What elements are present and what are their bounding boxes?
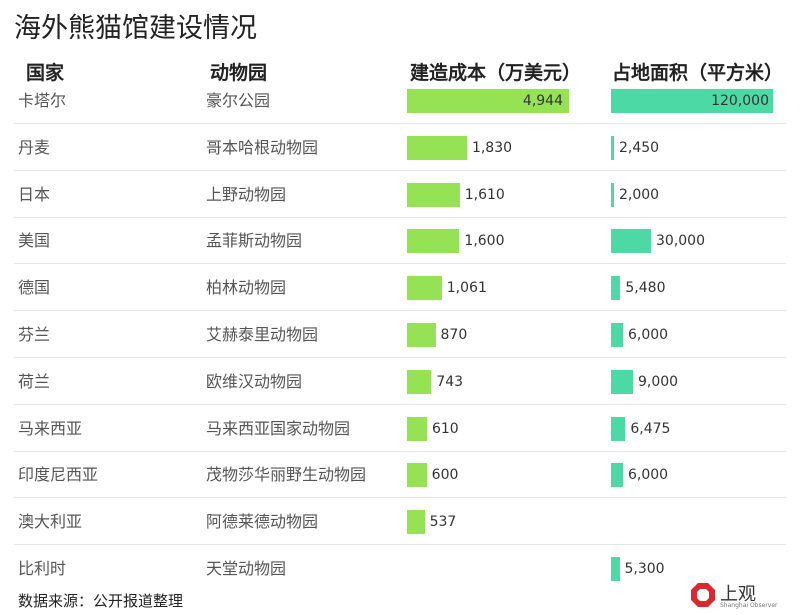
table-row: 印度尼西亚 茂物莎华丽野生动物园 600 6,000 [0, 452, 800, 499]
area-bar [611, 463, 623, 488]
cost-value-label: 1,600 [464, 233, 505, 250]
area-bar [611, 416, 626, 441]
area-value-label: 6,475 [630, 420, 671, 437]
area-bar [611, 89, 773, 113]
zoo-cell: 茂物莎华丽野生动物园 [206, 465, 367, 485]
cost-bar [407, 369, 432, 394]
row-divider [14, 216, 786, 218]
cost-bar [407, 416, 427, 441]
row-divider [14, 169, 786, 171]
table-row: 卡塔尔 豪尔公园 4,944 120,000 [0, 78, 800, 124]
cost-bar [407, 229, 460, 254]
country-cell: 美国 [18, 231, 51, 251]
logo-subtitle: Shanghai Observer [720, 602, 778, 609]
table-row: 荷兰 欧维汉动物园 743 9,000 [0, 359, 800, 405]
row-divider [14, 310, 786, 312]
country-cell: 德国 [18, 278, 51, 298]
area-bar [611, 369, 633, 394]
zoo-cell: 孟菲斯动物园 [206, 231, 303, 251]
cost-value-label: 600 [431, 467, 459, 484]
zoo-cell: 上野动物园 [206, 184, 287, 204]
cost-bar [407, 323, 436, 347]
cost-value-label: 1,830 [471, 139, 513, 156]
country-cell: 丹麦 [18, 137, 51, 157]
area-bar [611, 323, 623, 347]
area-value-label: 9,000 [638, 373, 679, 390]
zoo-cell: 马来西亚国家动物园 [206, 418, 351, 438]
header-area: 占地面积（平方米） [612, 62, 784, 84]
table-row: 马来西亚 马来西亚国家动物园 610 6,475 [0, 406, 800, 452]
zoo-cell: 柏林动物园 [206, 278, 287, 298]
table-row: 澳大利亚 阿德莱德动物园 537 [0, 499, 800, 546]
zoo-cell: 天堂动物园 [206, 559, 287, 578]
cost-value-label: 610 [431, 420, 459, 437]
area-bar [611, 182, 614, 207]
table-row: 比利时 天堂动物园 5,300 [0, 546, 800, 592]
area-value-label: 30,000 [656, 233, 705, 250]
cost-bar [407, 135, 467, 160]
row-divider [14, 263, 786, 265]
cost-value-label: 537 [429, 514, 457, 531]
cost-bar [407, 510, 425, 535]
row-divider [14, 357, 786, 358]
area-value-label: 120,000 [711, 93, 769, 109]
area-value-label: 6,000 [628, 467, 669, 484]
source-note: 数据来源：公开报道整理 [18, 592, 184, 610]
cost-value-label: 1,610 [464, 186, 505, 203]
area-bar [611, 135, 614, 160]
area-value-label: 2,450 [619, 139, 660, 156]
area-bar [611, 557, 620, 581]
publisher-logo: 上观 Shanghai Observer [690, 580, 777, 612]
chart-title: 海外熊猫馆建设情况 [14, 13, 257, 44]
row-divider [14, 123, 786, 124]
cost-value-label: 1,061 [446, 280, 487, 297]
table-row: 德国 柏林动物园 1,061 5,480 [0, 265, 800, 312]
zoo-cell: 豪尔公园 [206, 91, 271, 110]
cost-bar [407, 182, 460, 207]
cost-value-label: 870 [440, 327, 468, 343]
table-row: 丹麦 哥本哈根动物园 1,830 2,450 [0, 125, 800, 171]
cost-value-label: 743 [436, 373, 464, 390]
table-row: 日本 上野动物园 1,610 2,000 [0, 172, 800, 218]
zoo-cell: 哥本哈根动物园 [206, 137, 319, 157]
area-value-label: 6,000 [628, 327, 669, 343]
area-value-label: 2,000 [619, 186, 660, 203]
header-country: 国家 [26, 62, 65, 84]
cost-bar [407, 276, 442, 301]
row-divider [14, 450, 786, 452]
header-cost: 建造成本（万美元） [410, 62, 582, 84]
row-divider [14, 544, 786, 546]
zoo-cell: 艾赫泰里动物园 [206, 325, 319, 344]
row-divider [14, 403, 786, 405]
country-cell: 印度尼西亚 [18, 465, 99, 485]
cost-bar [407, 89, 569, 113]
table-row: 芬兰 艾赫泰里动物园 870 6,000 [0, 312, 800, 358]
area-bar [611, 276, 621, 301]
country-cell: 卡塔尔 [18, 91, 67, 110]
cost-bar [407, 463, 427, 488]
area-value-label: 5,300 [624, 561, 665, 577]
area-value-label: 5,480 [625, 280, 666, 297]
zoo-cell: 阿德莱德动物园 [206, 512, 319, 532]
table-row: 美国 孟菲斯动物园 1,600 30,000 [0, 218, 800, 265]
country-cell: 日本 [18, 184, 51, 204]
header-zoo: 动物园 [210, 62, 268, 84]
country-cell: 比利时 [18, 559, 67, 578]
logo-text: 上观 [720, 584, 756, 605]
area-bar [611, 229, 651, 254]
row-divider [14, 497, 786, 499]
zoo-cell: 欧维汉动物园 [206, 371, 303, 391]
country-cell: 芬兰 [18, 325, 51, 344]
country-cell: 马来西亚 [18, 418, 83, 438]
cost-value-label: 4,944 [522, 93, 563, 109]
shanghai-observer-logo-icon [691, 583, 715, 607]
country-cell: 荷兰 [18, 371, 51, 391]
country-cell: 澳大利亚 [18, 512, 83, 532]
